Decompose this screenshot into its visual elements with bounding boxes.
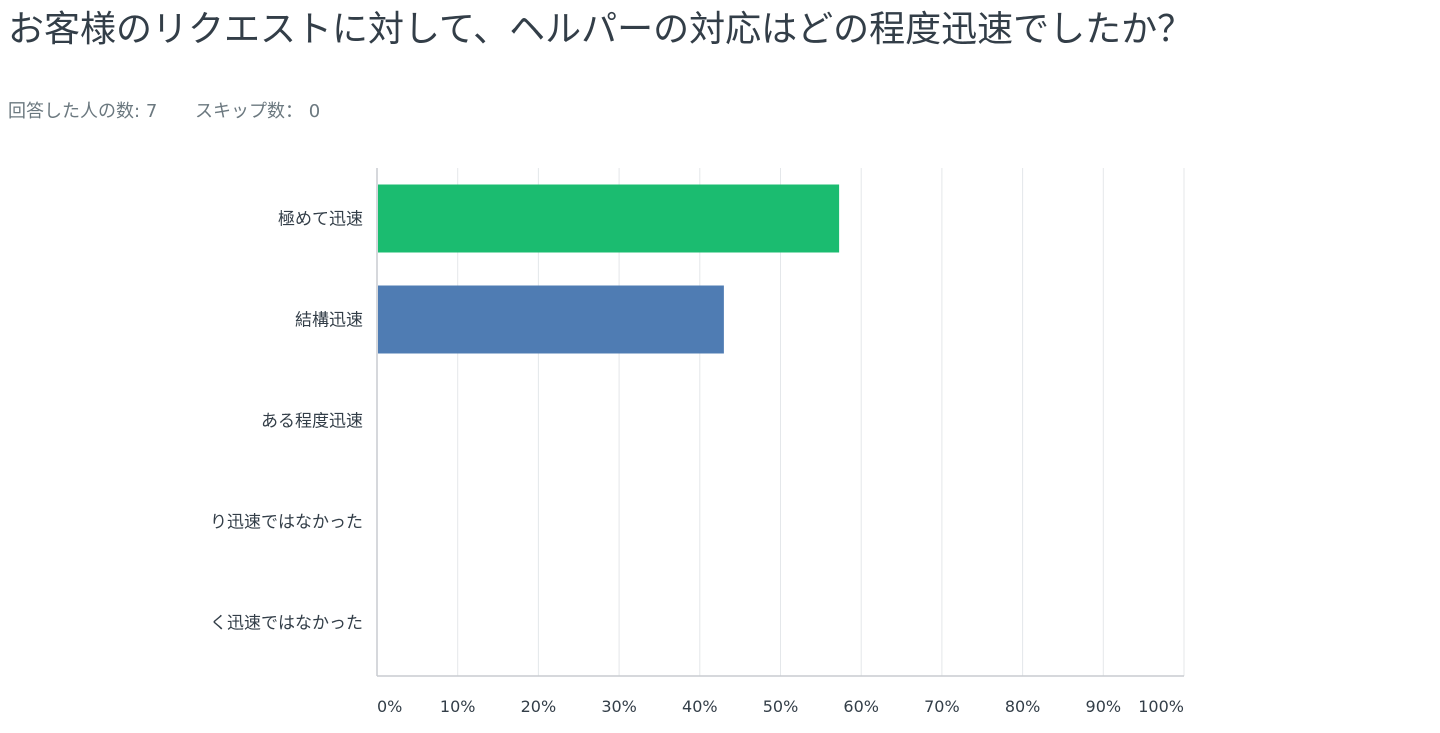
skipped-label: スキップ数： [195, 101, 303, 122]
category-label: ある程度迅速 [261, 412, 363, 432]
bars [378, 184, 840, 354]
x-tick-label: 30% [601, 697, 637, 716]
category-label: 結構迅速 [295, 311, 363, 331]
bar [378, 184, 840, 253]
x-tick-label: 40% [682, 697, 718, 716]
x-tick-label: 100% [1138, 697, 1184, 716]
x-tick-label: 20% [521, 697, 557, 716]
question-title: お客様のリクエストに対して、ヘルパーの対応はどの程度迅速でしたか？ [8, 9, 1194, 50]
category-label: り迅速ではなかった [210, 513, 363, 533]
response-stats: 回答した人の数: 7 スキップ数： 0 [8, 97, 320, 123]
axes [376, 168, 1184, 677]
x-tick-label: 0% [377, 697, 402, 716]
x-tick-label: 70% [924, 697, 960, 716]
x-tick-label: 50% [763, 697, 799, 716]
x-tick-label: 60% [843, 697, 879, 716]
x-tick-labels: 0% 10% 20% 30% 40% 50% 60% 70% 80% 90% 100% [377, 697, 1184, 716]
x-tick-label: 90% [1086, 697, 1122, 716]
answered-count: 7 [145, 101, 158, 122]
x-tick-label: 10% [440, 697, 476, 716]
category-label: く迅速ではなかった [210, 614, 363, 634]
category-label: 極めて迅速 [278, 210, 363, 230]
x-tick-label: 80% [1005, 697, 1041, 716]
bar [378, 285, 724, 354]
answered-label: 回答した人の数: [8, 101, 141, 122]
skipped-count: 0 [308, 101, 321, 122]
grid-lines [457, 168, 1185, 676]
